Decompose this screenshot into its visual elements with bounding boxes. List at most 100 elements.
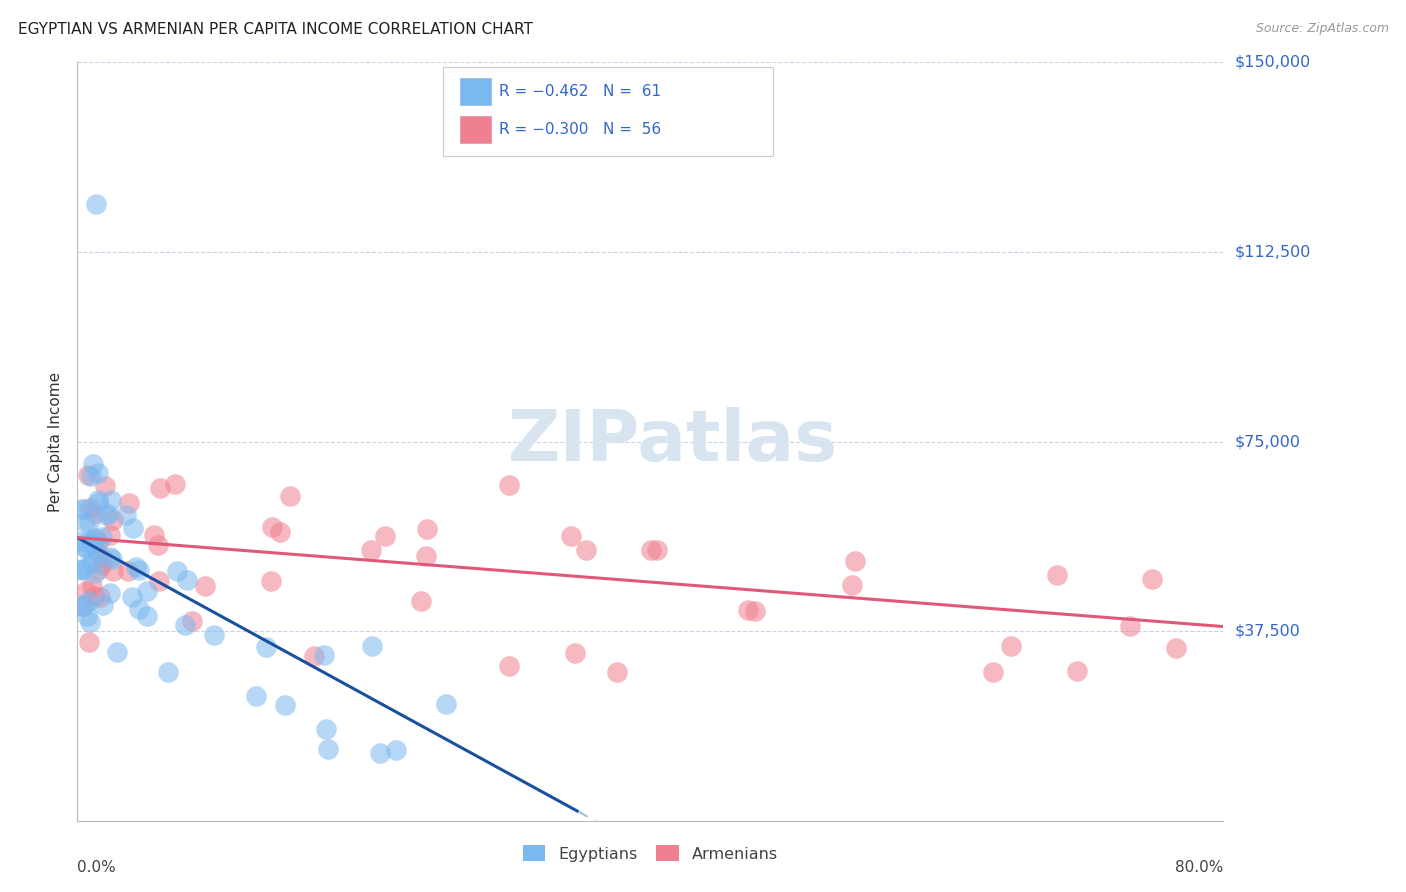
Point — [269, 524, 291, 539]
Point — [87, 536, 110, 550]
Point — [75, 583, 97, 598]
Point — [90, 530, 112, 544]
Point — [98, 528, 121, 542]
Point — [77, 468, 100, 483]
Text: $37,500: $37,500 — [1234, 624, 1301, 639]
Point — [79, 500, 101, 515]
Point — [98, 549, 121, 564]
Point — [360, 639, 382, 653]
Point — [97, 507, 120, 521]
Point — [84, 532, 107, 546]
Point — [194, 579, 217, 593]
Text: EGYPTIAN VS ARMENIAN PER CAPITA INCOME CORRELATION CHART: EGYPTIAN VS ARMENIAN PER CAPITA INCOME C… — [18, 22, 533, 37]
Point — [136, 584, 159, 599]
Legend: Egyptians, Armenians: Egyptians, Armenians — [515, 838, 786, 870]
Point — [117, 564, 139, 578]
Point — [100, 493, 122, 508]
Point — [128, 563, 150, 577]
Point — [409, 594, 432, 608]
Point — [73, 501, 96, 516]
Point — [370, 746, 392, 760]
Point — [69, 501, 91, 516]
Point — [560, 529, 582, 543]
Point — [640, 542, 662, 557]
Point — [73, 562, 96, 576]
Point — [575, 543, 598, 558]
Point — [434, 698, 457, 712]
Text: 0.0%: 0.0% — [77, 860, 117, 874]
Point — [118, 496, 141, 510]
Point — [83, 536, 105, 550]
Point — [1000, 640, 1022, 654]
Point — [416, 522, 439, 536]
Point — [174, 618, 197, 632]
Point — [98, 586, 121, 600]
Point — [302, 649, 325, 664]
Point — [89, 591, 111, 605]
Text: R = −0.300   N =  56: R = −0.300 N = 56 — [499, 122, 661, 136]
Point — [79, 615, 101, 629]
Point — [841, 578, 863, 592]
Point — [278, 489, 301, 503]
Point — [94, 479, 117, 493]
Point — [125, 560, 148, 574]
Point — [79, 515, 101, 529]
Y-axis label: Per Capita Income: Per Capita Income — [48, 371, 63, 512]
Point — [87, 493, 110, 508]
Point — [82, 457, 104, 471]
Point — [254, 640, 277, 655]
Point — [77, 594, 100, 608]
Point — [157, 665, 180, 680]
Point — [105, 644, 128, 658]
Point — [77, 635, 100, 649]
Point — [86, 544, 108, 558]
Point — [385, 742, 408, 756]
Point — [84, 197, 107, 211]
Point — [415, 549, 437, 564]
Point — [1164, 641, 1187, 656]
Point — [245, 689, 267, 703]
Point — [149, 481, 172, 495]
Point — [87, 466, 110, 480]
Point — [260, 520, 283, 534]
Point — [91, 557, 114, 571]
Point — [315, 723, 337, 737]
Point — [498, 658, 520, 673]
Text: 80.0%: 80.0% — [1175, 860, 1223, 874]
Point — [83, 566, 105, 581]
Point — [72, 599, 94, 613]
Point — [114, 508, 136, 523]
Point — [70, 562, 93, 576]
Point — [87, 495, 110, 509]
Point — [260, 574, 283, 588]
Point — [181, 614, 204, 628]
Point — [80, 579, 103, 593]
Point — [69, 533, 91, 548]
Point — [498, 478, 520, 492]
Point — [70, 563, 93, 577]
Point — [202, 628, 225, 642]
Point — [148, 574, 170, 589]
Point — [69, 599, 91, 614]
Point — [316, 741, 339, 756]
Point — [121, 590, 143, 604]
Point — [101, 564, 124, 578]
Point — [80, 469, 103, 483]
Text: $112,500: $112,500 — [1234, 244, 1310, 260]
Point — [1066, 664, 1088, 678]
Point — [72, 598, 94, 612]
Point — [312, 648, 335, 662]
Point — [146, 538, 169, 552]
Point — [1046, 567, 1069, 582]
Text: $75,000: $75,000 — [1234, 434, 1301, 449]
Point — [101, 513, 124, 527]
Point — [101, 551, 124, 566]
Text: R = −0.462   N =  61: R = −0.462 N = 61 — [499, 85, 661, 99]
Text: Source: ZipAtlas.com: Source: ZipAtlas.com — [1256, 22, 1389, 36]
Point — [90, 550, 112, 565]
Text: $150,000: $150,000 — [1234, 55, 1310, 70]
Point — [274, 698, 297, 712]
Point — [136, 609, 159, 624]
Point — [981, 665, 1004, 679]
Point — [121, 521, 143, 535]
